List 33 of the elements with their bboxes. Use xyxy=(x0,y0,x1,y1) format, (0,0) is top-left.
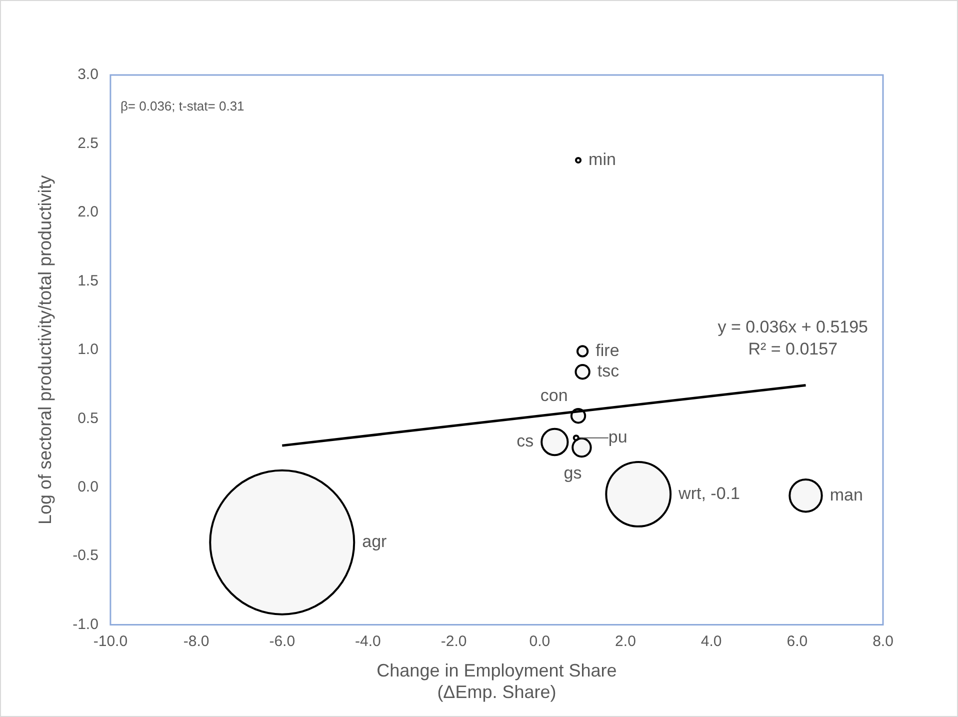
x-tick-label: 6.0 xyxy=(786,632,808,650)
series-label: agr xyxy=(362,532,388,552)
y-tick-label: 0.5 xyxy=(78,410,98,427)
series-label: pu xyxy=(608,428,628,447)
y-tick-label: 1.5 xyxy=(78,272,98,290)
x-tick-label: -2.0 xyxy=(440,632,467,650)
series-label: man xyxy=(830,485,863,504)
y-tick-label: 2.0 xyxy=(78,204,98,221)
series-label: gs xyxy=(564,463,582,482)
series-label: tsc xyxy=(597,362,620,381)
y-tick-label: 2.5 xyxy=(78,134,98,152)
x-axis-title: Change in Employment Share (ΔEmp. Share) xyxy=(376,660,617,702)
y-tick-label: -1.0 xyxy=(72,616,98,633)
series-label: wrt, -0.1 xyxy=(678,484,740,503)
y-tick-label: 0.0 xyxy=(78,478,98,496)
x-tick-label: 8.0 xyxy=(872,632,894,650)
x-tick-label: -10.0 xyxy=(93,632,128,650)
x-tick-label: 0.0 xyxy=(529,632,550,650)
x-tick-label: -6.0 xyxy=(269,632,296,650)
series-label: cs xyxy=(516,432,534,451)
x-tick-label: 2.0 xyxy=(615,632,636,650)
series-label: min xyxy=(588,150,616,169)
y-tick-label: -0.5 xyxy=(72,547,98,564)
x-tick-label: 4.0 xyxy=(700,632,722,650)
x-tick-label: -8.0 xyxy=(183,632,210,650)
y-axis-title: Log of sectoral productivity/total productivity xyxy=(34,175,55,524)
annotation: β= 0.036; t-stat= 0.31 xyxy=(120,98,244,114)
annotation: y = 0.036x + 0.5195 R² = 0.0157 xyxy=(718,318,868,359)
y-tick-label: 3.0 xyxy=(78,66,98,84)
series-label: fire xyxy=(596,340,620,360)
x-tick-label: -4.0 xyxy=(355,632,381,650)
y-tick-label: 1.0 xyxy=(78,341,98,358)
series-label: con xyxy=(540,386,568,406)
